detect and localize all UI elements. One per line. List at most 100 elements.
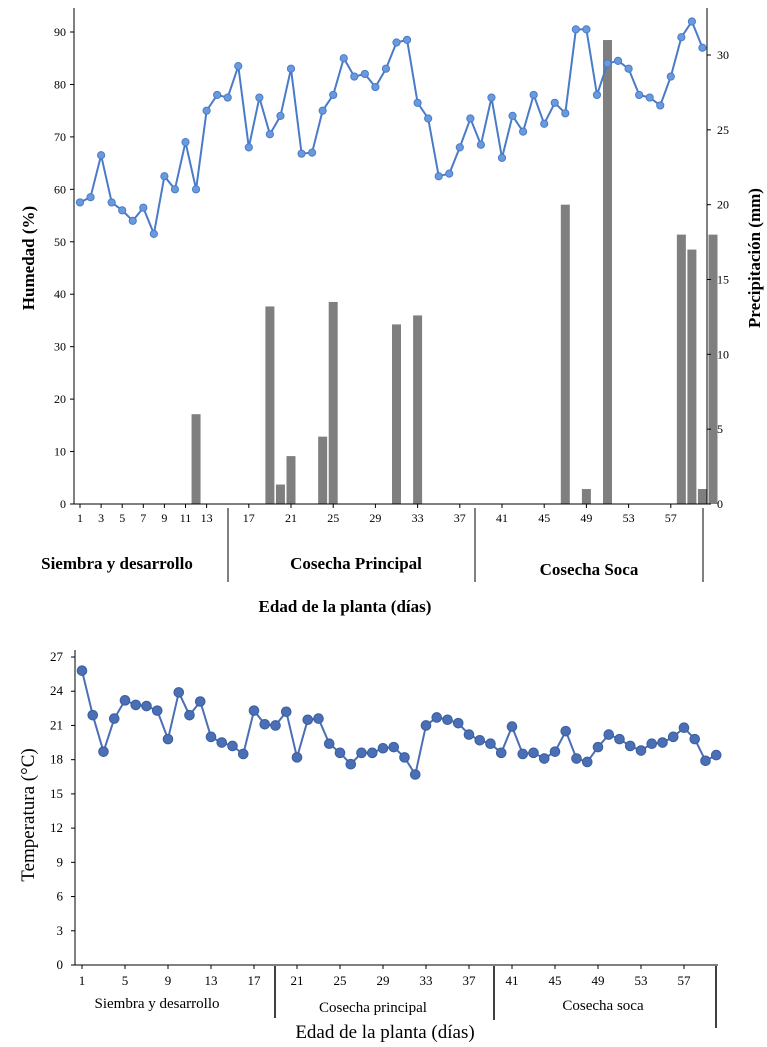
humidity-point bbox=[265, 130, 274, 139]
x-tick-label-2: 25 bbox=[334, 973, 347, 988]
humidity-tick-label: 0 bbox=[60, 497, 66, 511]
humidity-tick-label: 60 bbox=[54, 182, 66, 196]
humidity-point bbox=[466, 114, 475, 123]
humidity-point bbox=[360, 69, 369, 79]
temperature-point bbox=[474, 734, 486, 746]
humidity-point bbox=[223, 93, 232, 102]
precipitation-tick-label: 25 bbox=[717, 123, 729, 137]
temperature-point bbox=[302, 714, 314, 726]
temperature-point bbox=[87, 709, 99, 721]
temperature-point bbox=[345, 758, 357, 770]
humidity-points bbox=[75, 17, 707, 239]
temperature-tick-label: 21 bbox=[50, 717, 63, 732]
phase-label-5: Cosecha principal bbox=[319, 1000, 427, 1016]
humidity-point bbox=[107, 198, 116, 207]
precipitation-bar bbox=[676, 234, 686, 504]
precipitation-tick-label: 0 bbox=[717, 497, 723, 511]
temperature-tick-label: 9 bbox=[57, 854, 64, 869]
humidity-point bbox=[297, 149, 306, 158]
precipitation-bar bbox=[413, 315, 423, 504]
temperature-tick-label: 0 bbox=[57, 957, 64, 972]
x-tick-label-1: 37 bbox=[454, 511, 466, 525]
humidity-point bbox=[170, 185, 180, 194]
humidity-point bbox=[476, 140, 485, 149]
temperature-point bbox=[151, 705, 163, 716]
x-tick-label-1: 53 bbox=[623, 511, 635, 525]
phase-label-3: Cosecha Soca bbox=[540, 560, 639, 579]
humidity-axis-label: Humedad (%) bbox=[19, 206, 38, 310]
temperature-point bbox=[689, 733, 701, 745]
precipitation-bar bbox=[318, 436, 328, 504]
humidity-point bbox=[666, 72, 675, 81]
precipitation-bar bbox=[581, 489, 591, 504]
temperature-point bbox=[442, 714, 453, 726]
humidity-point bbox=[613, 56, 623, 65]
x-axis-ticks-1: 1 3 5 7 9 11 13 17 21 25 29 33 37 41 45 49 53 57 bbox=[77, 504, 677, 525]
humidity-point bbox=[677, 33, 686, 42]
humidity-point bbox=[97, 151, 106, 160]
precipitation-bar bbox=[265, 306, 275, 504]
precipitation-bar bbox=[687, 249, 697, 504]
humidity-point bbox=[255, 93, 264, 102]
temperature-point bbox=[173, 687, 185, 698]
humidity-point bbox=[244, 143, 253, 152]
axes-2 bbox=[74, 650, 718, 1028]
x-tick-label-2: 17 bbox=[248, 973, 262, 988]
temperature-point bbox=[270, 720, 281, 731]
temperature-point bbox=[506, 721, 518, 732]
humidity-point bbox=[329, 90, 338, 100]
humidity-point bbox=[118, 206, 127, 215]
temperature-point bbox=[549, 746, 561, 757]
humidity-point bbox=[592, 90, 602, 100]
humidity-point bbox=[286, 64, 296, 73]
temperature-point bbox=[452, 717, 464, 729]
humidity-point bbox=[339, 54, 348, 63]
temperature-tick-label: 12 bbox=[50, 820, 63, 835]
precipitation-tick-label: 15 bbox=[717, 273, 729, 287]
humidity-point bbox=[308, 148, 317, 157]
temperature-point bbox=[227, 740, 238, 752]
x-tick-label-1: 5 bbox=[119, 511, 125, 525]
temperature-point bbox=[463, 729, 475, 740]
humidity-point bbox=[318, 106, 327, 115]
temperature-point bbox=[130, 699, 142, 711]
humidity-tick-label: 80 bbox=[54, 77, 66, 91]
humidity-tick-label: 20 bbox=[54, 392, 66, 406]
humidity-point bbox=[86, 193, 95, 202]
precipitation-axis-label: Precipitación (mm) bbox=[745, 188, 764, 328]
x-tick-label-2: 45 bbox=[549, 973, 562, 988]
x-tick-label-2: 57 bbox=[678, 973, 692, 988]
temperature-point bbox=[700, 755, 711, 767]
temperature-point bbox=[495, 747, 507, 759]
temperature-point bbox=[420, 720, 432, 731]
humidity-point bbox=[698, 43, 707, 52]
precipitation-bar bbox=[286, 456, 296, 504]
humidity-point bbox=[571, 25, 580, 34]
humidity-point bbox=[128, 216, 137, 225]
temperature-point bbox=[141, 700, 152, 712]
x-tick-label-2: 33 bbox=[420, 973, 433, 988]
x-tick-label-1: 7 bbox=[140, 511, 146, 525]
x-tick-label-1: 17 bbox=[243, 511, 255, 525]
humidity-tick-label: 50 bbox=[54, 235, 66, 249]
humidity-point bbox=[656, 101, 665, 110]
humidity-tick-label: 40 bbox=[54, 287, 66, 301]
humidity-point bbox=[497, 153, 507, 162]
precipitation-bars bbox=[191, 40, 718, 505]
temperature-point bbox=[194, 696, 206, 707]
humidity-point bbox=[149, 229, 158, 239]
x-tick-label-1: 9 bbox=[161, 511, 167, 525]
precipitation-tick-label: 5 bbox=[717, 422, 723, 436]
precipitation-bar bbox=[328, 301, 338, 504]
x-tick-label-1: 49 bbox=[580, 511, 592, 525]
humidity-point bbox=[635, 90, 644, 100]
x-tick-label-1: 21 bbox=[285, 511, 297, 525]
precipitation-axis-ticks: 0 5 10 15 20 25 30 bbox=[707, 48, 729, 511]
precipitation-bar bbox=[275, 484, 285, 504]
humidity-point bbox=[160, 172, 169, 181]
humidity-point bbox=[202, 106, 211, 115]
temperature-point bbox=[356, 747, 367, 759]
temperature-point bbox=[431, 712, 443, 723]
humidity-point bbox=[181, 138, 190, 147]
